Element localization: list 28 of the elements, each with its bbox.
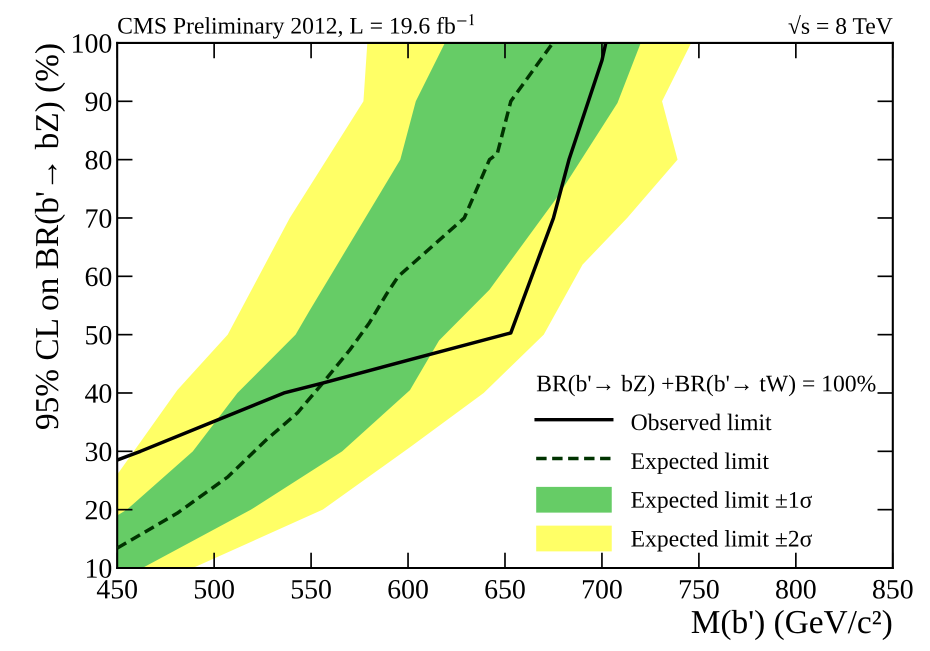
x-tick-label: 850 [873, 580, 913, 599]
legend-label: Expected limit ±1σ [631, 491, 812, 513]
legend-label: Expected limit ±2σ [631, 530, 812, 552]
y-tick-label: 50 [86, 326, 112, 345]
y-tick-label: 30 [86, 442, 112, 462]
legend-title: BR(b'→ bZ) +BR(b'→ tW) = 100% [536, 374, 876, 396]
x-tick-label: 700 [582, 580, 622, 599]
y-tick-label: 90 [85, 92, 112, 112]
chart-subtitle: √s = 8 TeV [788, 15, 893, 34]
legend-label: Expected limit [631, 452, 769, 474]
y-tick-label: 40 [85, 384, 112, 403]
y-tick-label: 70 [86, 209, 112, 228]
y-axis-title: 95% CL on BR(b'→ bZ) (%) [34, 44, 66, 429]
y-tick-label: 20 [86, 500, 112, 520]
y-tick-label: 60 [86, 267, 112, 286]
x-tick-label: 750 [680, 580, 719, 599]
y-tick-label: 80 [86, 150, 112, 170]
x-tick-label: 650 [485, 580, 525, 599]
x-tick-label: 550 [292, 580, 331, 599]
x-axis-title: M(b') (GeV/c²) [692, 610, 892, 640]
x-tick-label: 450 [96, 580, 137, 599]
y-tick-label: 100 [73, 34, 112, 53]
chart-title: CMS Preliminary 2012, L = 19.6 fb$^{−1}$ [118, 14, 474, 39]
x-tick-label: 800 [776, 580, 816, 599]
legend-label: Observed limit [632, 414, 772, 430]
y-tick-label: 10 [86, 559, 112, 578]
x-tick-label: 600 [388, 580, 428, 599]
x-tick-label: 500 [194, 580, 234, 599]
